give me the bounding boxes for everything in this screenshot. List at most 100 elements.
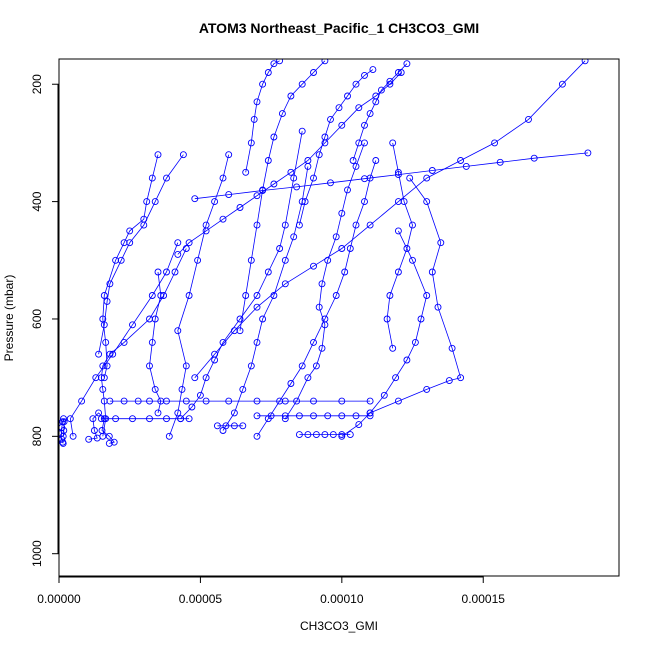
data-point (369, 66, 377, 74)
x-tick-label: 0.00015 (462, 592, 506, 606)
data-point (219, 174, 227, 182)
data-point (100, 374, 108, 382)
data-point (95, 409, 103, 417)
data-point (301, 198, 309, 206)
data-point (264, 268, 272, 276)
axes-layer: 0.00000 0.00005 0.00010 0.00015 200 400 600 800… (30, 74, 505, 606)
series-line (194, 60, 586, 378)
series-14 (106, 397, 374, 405)
series-line (194, 152, 588, 200)
data-point (259, 186, 267, 194)
data-point (338, 412, 346, 420)
data-point (366, 412, 374, 420)
data-point (157, 292, 165, 299)
data-point (253, 397, 261, 405)
series-line (245, 60, 280, 173)
data-point (129, 321, 136, 329)
data-point (264, 69, 272, 76)
data-point (327, 179, 334, 187)
data-point (253, 338, 261, 346)
data-point (281, 412, 289, 420)
data-point (163, 174, 170, 182)
data-point (92, 374, 100, 382)
data-point (394, 168, 402, 176)
data-point (148, 292, 156, 299)
data-point (103, 297, 111, 305)
data-point (281, 397, 289, 405)
data-point (106, 280, 114, 288)
data-point (386, 292, 394, 299)
data-point (270, 180, 278, 188)
data-point (389, 344, 397, 352)
data-point (129, 415, 136, 423)
data-point (90, 427, 98, 434)
data-point (126, 239, 134, 247)
series-line (102, 154, 159, 378)
data-point (219, 215, 227, 223)
data-point (105, 439, 113, 447)
y-tick-label: 1000 (30, 540, 44, 567)
data-point (171, 268, 179, 276)
data-point (409, 256, 416, 264)
data-point (163, 268, 170, 276)
data-point (346, 245, 354, 252)
data-point (148, 338, 156, 346)
data-point (304, 431, 312, 439)
data-point (332, 233, 340, 241)
data-point (281, 280, 289, 288)
data-point (236, 315, 244, 323)
data-point (191, 195, 199, 203)
data-point (428, 268, 436, 276)
data-point (321, 321, 329, 329)
data-point (174, 409, 182, 417)
data-point (295, 412, 303, 420)
data-point (100, 321, 108, 329)
plot-frame (58, 58, 620, 577)
data-point (174, 327, 182, 335)
data-point (97, 415, 105, 423)
data-point (394, 171, 402, 179)
data-point (253, 221, 261, 229)
data-point (278, 110, 286, 118)
data-point (151, 198, 159, 206)
data-point (69, 432, 77, 440)
data-point (120, 397, 128, 405)
data-point (383, 315, 391, 323)
data-point (78, 397, 86, 405)
data-point (59, 435, 66, 443)
data-point (270, 133, 278, 141)
data-point (335, 104, 343, 112)
data-point (253, 292, 261, 299)
data-point (304, 374, 312, 382)
data-point (377, 86, 385, 94)
data-point (310, 69, 317, 76)
series-13 (383, 139, 416, 352)
series-12 (366, 174, 465, 417)
series-line (341, 230, 428, 437)
data-point (338, 245, 346, 252)
data-point (140, 221, 148, 229)
data-point (332, 292, 340, 299)
series-1 (59, 415, 68, 447)
data-point (491, 139, 499, 147)
data-point (247, 256, 255, 264)
data-point (239, 422, 247, 430)
data-point (530, 154, 538, 162)
data-point (276, 245, 284, 252)
data-point (318, 280, 326, 288)
data-point (372, 98, 380, 106)
data-point (496, 158, 504, 166)
data-point (355, 104, 363, 112)
data-point (394, 198, 402, 206)
data-point (352, 412, 360, 420)
data-point (304, 157, 312, 164)
data-point (66, 415, 74, 423)
series-line (386, 142, 413, 349)
y-tick-label: 200 (30, 74, 44, 94)
data-point (151, 385, 159, 393)
data-point (315, 303, 323, 311)
data-point (253, 412, 261, 420)
data-point (315, 151, 323, 159)
data-point (380, 391, 388, 399)
